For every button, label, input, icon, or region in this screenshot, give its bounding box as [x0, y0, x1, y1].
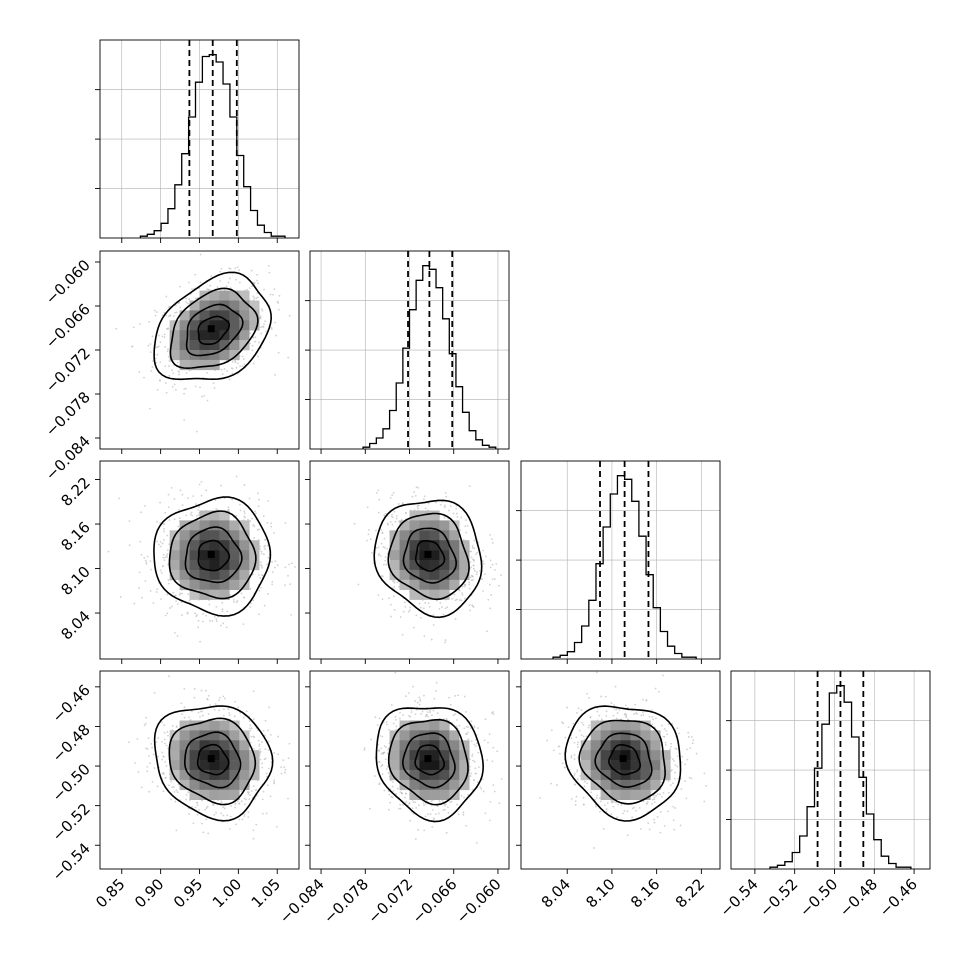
density-peak — [619, 755, 627, 763]
y-tick-label: −0.52 — [49, 800, 94, 845]
x-tick-label: 8.04 — [538, 875, 574, 911]
y-tick-label: −0.072 — [42, 344, 94, 396]
contour-line — [415, 540, 446, 572]
density-panel-2-0 — [99, 460, 300, 660]
contour-line — [168, 510, 257, 600]
y-tick-label: −0.084 — [42, 432, 94, 484]
x-tick-label: 8.10 — [582, 875, 618, 911]
contour-line — [387, 512, 470, 601]
x-tick-label: 8.16 — [627, 875, 663, 911]
density-peak — [207, 325, 215, 333]
x-tick-label: −0.078 — [320, 875, 372, 927]
y-tick-label: −0.50 — [49, 760, 94, 805]
x-tick-label: −0.54 — [716, 875, 761, 920]
y-tick-label: 8.22 — [57, 474, 93, 510]
contour-line — [153, 705, 274, 822]
y-tick-label: −0.54 — [49, 839, 94, 884]
contour-line — [153, 271, 273, 381]
x-tick-label: −0.066 — [409, 875, 461, 927]
contour-line — [197, 315, 230, 345]
contour-line — [373, 499, 483, 619]
contour-line — [153, 496, 272, 617]
histogram-steps — [769, 685, 912, 869]
contour-line — [196, 743, 230, 776]
density-peak — [207, 755, 215, 763]
x-tick-label: −0.52 — [756, 875, 801, 920]
y-tick-label: −0.060 — [42, 256, 94, 308]
contour-line — [401, 732, 456, 789]
x-tick-label: 0.85 — [92, 875, 128, 911]
contour-line — [169, 287, 259, 370]
histogram-panel-0 — [95, 39, 300, 239]
histogram-steps — [362, 265, 497, 449]
density-panel-1-0 — [99, 250, 300, 450]
panel-frame — [520, 460, 721, 660]
contour-line — [402, 527, 458, 584]
x-tick-label: 0.95 — [170, 875, 206, 911]
density-peak — [424, 755, 432, 763]
scatter-points — [128, 675, 291, 840]
x-tick-label: 0.90 — [131, 875, 167, 911]
contour-line — [564, 705, 682, 822]
contour-line — [375, 707, 485, 823]
contour-line — [594, 732, 653, 788]
x-tick-label: −0.084 — [276, 875, 328, 927]
x-tick-label: 1.05 — [248, 875, 284, 911]
histogram-panel-2 — [516, 460, 721, 660]
histogram-panel-1 — [305, 250, 510, 450]
density-peak — [207, 550, 215, 558]
y-tick-label: 8.04 — [57, 607, 93, 643]
y-tick-label: −0.46 — [49, 681, 94, 726]
x-tick-label: −0.50 — [796, 875, 841, 920]
contour-line — [387, 718, 469, 806]
y-tick-label: −0.48 — [49, 721, 94, 766]
x-tick-label: −0.072 — [364, 875, 416, 927]
y-tick-label: −0.066 — [42, 300, 94, 352]
contour-line — [184, 526, 243, 584]
contour-line — [414, 744, 445, 776]
density-panel-3-1 — [309, 670, 510, 870]
x-tick-label: −0.48 — [836, 875, 881, 920]
x-tick-label: −0.060 — [453, 875, 505, 927]
x-tick-label: 8.22 — [672, 875, 708, 911]
y-tick-label: 8.10 — [57, 563, 93, 599]
contour-line — [183, 731, 242, 789]
panel-frame — [730, 670, 931, 870]
density-peak — [424, 550, 432, 558]
contour-line — [168, 717, 257, 806]
x-tick-label: 1.00 — [209, 875, 245, 911]
contour-line — [185, 303, 244, 357]
y-tick-label: −0.078 — [42, 388, 94, 440]
contour-line — [578, 719, 666, 805]
x-tick-label: −0.46 — [876, 875, 921, 920]
density-panel-2-1 — [309, 460, 510, 660]
contour-line — [608, 744, 641, 776]
density-panel-3-0 — [99, 670, 300, 870]
density-panel-3-2 — [520, 670, 721, 870]
contour-line — [197, 539, 231, 572]
y-tick-label: 8.16 — [57, 518, 93, 554]
panel-frame — [520, 670, 721, 870]
histogram-steps — [139, 54, 286, 238]
histogram-panel-3 — [726, 670, 931, 870]
